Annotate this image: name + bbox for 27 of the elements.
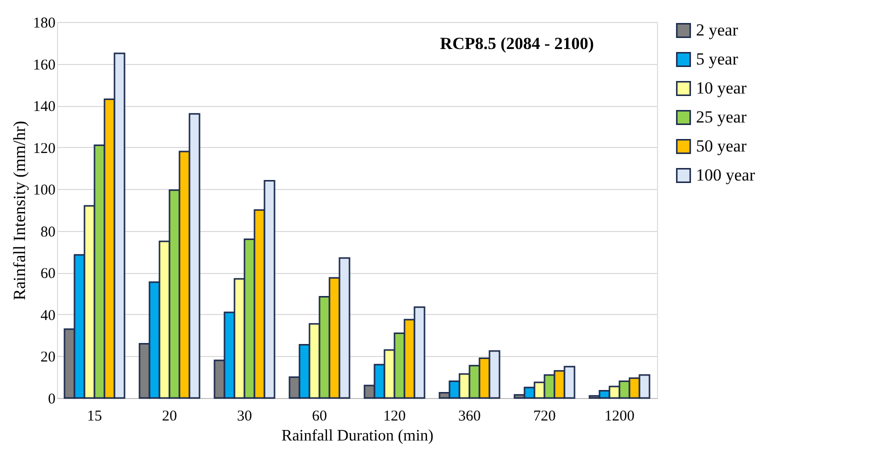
x-tick-label: 120 [383, 408, 406, 424]
y-tick-label: 100 [33, 182, 56, 199]
y-tick-label: 20 [40, 350, 56, 366]
x-tick-label: 15 [87, 408, 102, 424]
x-tick-label: 30 [237, 408, 252, 424]
x-tick-label: 20 [162, 408, 177, 424]
y-tick-label: 120 [33, 140, 56, 157]
y-tick-label: 60 [40, 266, 56, 282]
x-tick-label: 60 [312, 408, 327, 424]
legend-label: 5 year [696, 50, 738, 68]
y-tick-label: 0 [48, 392, 56, 408]
y-tick-label: 40 [40, 308, 56, 324]
y-axis-title: Rainfall Intensity (mm/hr) [10, 120, 29, 300]
y-tick-label: 180 [33, 16, 56, 32]
x-axis-title: Rainfall Duration (min) [282, 428, 434, 444]
legend-label: 10 year [696, 78, 747, 98]
x-tick-label: 1200 [604, 408, 634, 424]
y-tick-label: 140 [33, 99, 56, 116]
text: RCP8.5 (2084 - 2100) [440, 34, 594, 53]
x-tick-label: 720 [533, 408, 556, 424]
legend-label: 25 year [696, 108, 747, 126]
legend-label: 2 year [696, 20, 738, 40]
legend-label: 100 year [696, 166, 756, 184]
y-tick-label: 80 [40, 224, 56, 240]
x-tick-label: 360 [458, 408, 481, 424]
y-tick-label: 160 [33, 57, 56, 74]
legend-label: 50 year [696, 136, 747, 156]
